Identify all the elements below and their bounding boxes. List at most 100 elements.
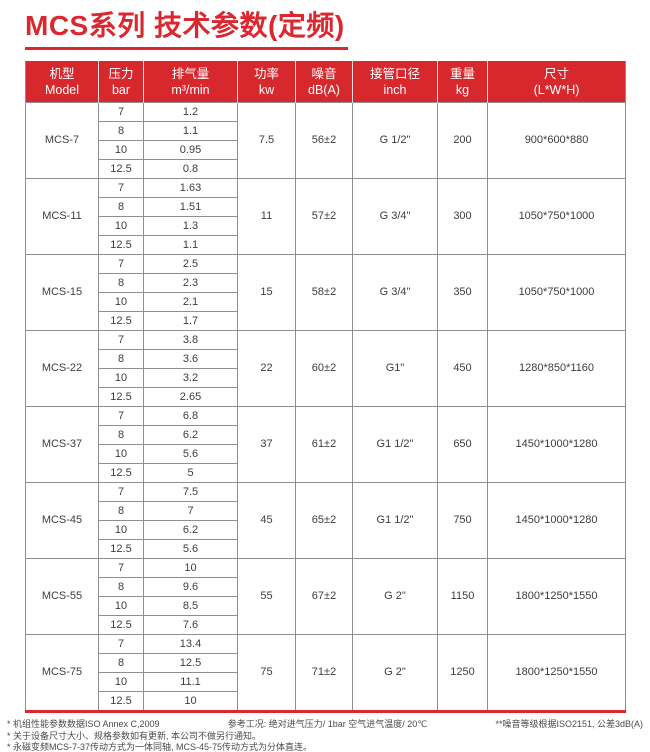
page-title: MCS系列 技术参数(定频)	[25, 8, 348, 50]
noise-cell: 65±2	[295, 482, 353, 559]
pressure-cell: 10	[98, 672, 144, 692]
pressure-cell: 7	[98, 482, 144, 502]
size-cell: 1050*750*1000	[487, 178, 626, 255]
table-row: MCS-75 7 13.4 75 71±2 G 2" 1250 1800*1250*1550	[25, 634, 626, 712]
size-cell: 1800*1250*1550	[487, 634, 626, 712]
displacement-cell: 11.1	[143, 672, 238, 692]
displacement-cell: 1.2	[143, 102, 238, 122]
table-row: 10 5.6	[26, 444, 626, 464]
pressure-cell: 8	[98, 425, 144, 445]
noise-cell: 58±2	[295, 254, 353, 331]
displacement-cell: 9.6	[143, 577, 238, 597]
header-model: 机型 Model	[25, 61, 99, 103]
pressure-cell: 7	[98, 330, 144, 350]
port-cell: G1 1/2"	[352, 482, 438, 559]
spec-table-body: MCS-7 7 1.2 7.5 56±2 G 1/2" 200 900*600*880 8 1.1…	[25, 102, 626, 712]
port-cell: G 3/4"	[352, 254, 438, 331]
model-cell: MCS-45	[25, 482, 99, 559]
table-row: MCS-7 7 1.2 7.5 56±2 G 1/2" 200 900*600*880	[25, 102, 626, 179]
table-row: 12.5 1.7	[26, 311, 626, 331]
header-size: 尺寸 (L*W*H)	[487, 61, 626, 103]
displacement-cell: 8.5	[143, 596, 238, 616]
weight-cell: 300	[437, 178, 488, 255]
size-cell: 1450*1000*1280	[487, 482, 626, 559]
port-cell: G 2"	[352, 634, 438, 712]
table-row: 10 6.2	[26, 520, 626, 540]
displacement-cell: 1.3	[143, 216, 238, 236]
spec-table: 机型 Model 压力 bar 排气量 m³/min 功率 kw 噪音 dB	[25, 61, 626, 713]
header-pressure: 压力 bar	[98, 61, 144, 103]
table-row: MCS-11 7 1.63 11 57±2 G 3/4" 300 1050*750*1000	[25, 178, 626, 255]
footnotes: * 机组性能参数数据ISO Annex C,2009 参考工况: 绝对进气压力/…	[7, 719, 643, 752]
weight-cell: 350	[437, 254, 488, 331]
pressure-cell: 10	[98, 444, 144, 464]
displacement-cell: 10	[143, 558, 238, 578]
title-block: MCS系列 技术参数(定频)	[25, 8, 650, 50]
header-port: 接管口径 inch	[352, 61, 438, 103]
port-cell: G1"	[352, 330, 438, 407]
footnote-reference-conditions: 参考工况: 绝对进气压力/ 1bar 空气进气温度/ 20℃	[227, 719, 428, 729]
header-power: 功率 kw	[237, 61, 296, 103]
header-row: 机型 Model 压力 bar 排气量 m³/min 功率 kw 噪音 dB	[25, 61, 626, 103]
port-cell: G 1/2"	[352, 102, 438, 179]
pressure-cell: 8	[98, 577, 144, 597]
table-row: MCS-55 7 10 55 67±2 G 2" 1150 1800*1250*1550	[25, 558, 626, 635]
weight-cell: 1250	[437, 634, 488, 712]
header-size-cn: 尺寸	[543, 66, 569, 81]
pressure-cell: 10	[98, 596, 144, 616]
pressure-cell: 7	[98, 406, 144, 426]
power-cell: 37	[237, 406, 296, 483]
header-power-cn: 功率	[253, 66, 279, 81]
table-row: MCS-22 7 3.8 22 60±2 G1" 450 1280*850*1160	[25, 330, 626, 407]
pressure-cell: 12.5	[98, 539, 144, 559]
header-displacement-cn: 排气量	[171, 66, 210, 81]
pressure-cell: 7	[98, 178, 144, 198]
displacement-cell: 10	[143, 691, 238, 712]
pressure-cell: 12.5	[98, 387, 144, 407]
displacement-cell: 0.8	[143, 159, 238, 179]
noise-cell: 61±2	[295, 406, 353, 483]
table-row: MCS-15 7 2.5 15 58±2 G 3/4" 350 1050*750*1000	[25, 254, 626, 331]
displacement-cell: 2.1	[143, 292, 238, 312]
displacement-cell: 13.4	[143, 634, 238, 654]
displacement-cell: 7	[143, 501, 238, 521]
displacement-cell: 6.2	[143, 425, 238, 445]
header-weight-unit: kg	[455, 82, 470, 97]
header-displacement: 排气量 m³/min	[143, 61, 238, 103]
pressure-cell: 12.5	[98, 615, 144, 635]
pressure-cell: 12.5	[98, 159, 144, 179]
port-cell: G1 1/2"	[352, 406, 438, 483]
power-cell: 55	[237, 558, 296, 635]
header-weight-cn: 重量	[449, 66, 475, 81]
pressure-cell: 8	[98, 121, 144, 141]
size-cell: 1050*750*1000	[487, 254, 626, 331]
weight-cell: 650	[437, 406, 488, 483]
model-cell: MCS-55	[25, 558, 99, 635]
footnote-line-2: * 关于设备尺寸大小、规格参数如有更新, 本公司不做另行通知。	[7, 730, 262, 741]
header-port-cn: 接管口径	[369, 66, 420, 81]
pressure-cell: 10	[98, 368, 144, 388]
power-cell: 45	[237, 482, 296, 559]
displacement-cell: 2.3	[143, 273, 238, 293]
port-cell: G 2"	[352, 558, 438, 635]
table-row: 10 1.3	[26, 216, 626, 236]
pressure-cell: 8	[98, 501, 144, 521]
header-size-unit: (L*W*H)	[533, 82, 580, 97]
power-cell: 15	[237, 254, 296, 331]
size-cell: 1280*850*1160	[487, 330, 626, 407]
weight-cell: 450	[437, 330, 488, 407]
table-row: MCS-45 7 7.5 45 65±2 G1 1/2" 750 1450*1000*1280	[25, 482, 626, 559]
model-cell: MCS-7	[25, 102, 99, 179]
displacement-cell: 1.63	[143, 178, 238, 198]
pressure-cell: 12.5	[98, 691, 144, 712]
footnote-performance: * 机组性能参数数据ISO Annex C,2009	[7, 719, 160, 729]
port-cell: G 3/4"	[352, 178, 438, 255]
table-row: 12.5 10	[26, 691, 626, 712]
pressure-cell: 10	[98, 216, 144, 236]
header-displacement-unit: m³/min	[171, 82, 210, 97]
displacement-cell: 5	[143, 463, 238, 483]
pressure-cell: 7	[98, 254, 144, 274]
displacement-cell: 5.6	[143, 539, 238, 559]
